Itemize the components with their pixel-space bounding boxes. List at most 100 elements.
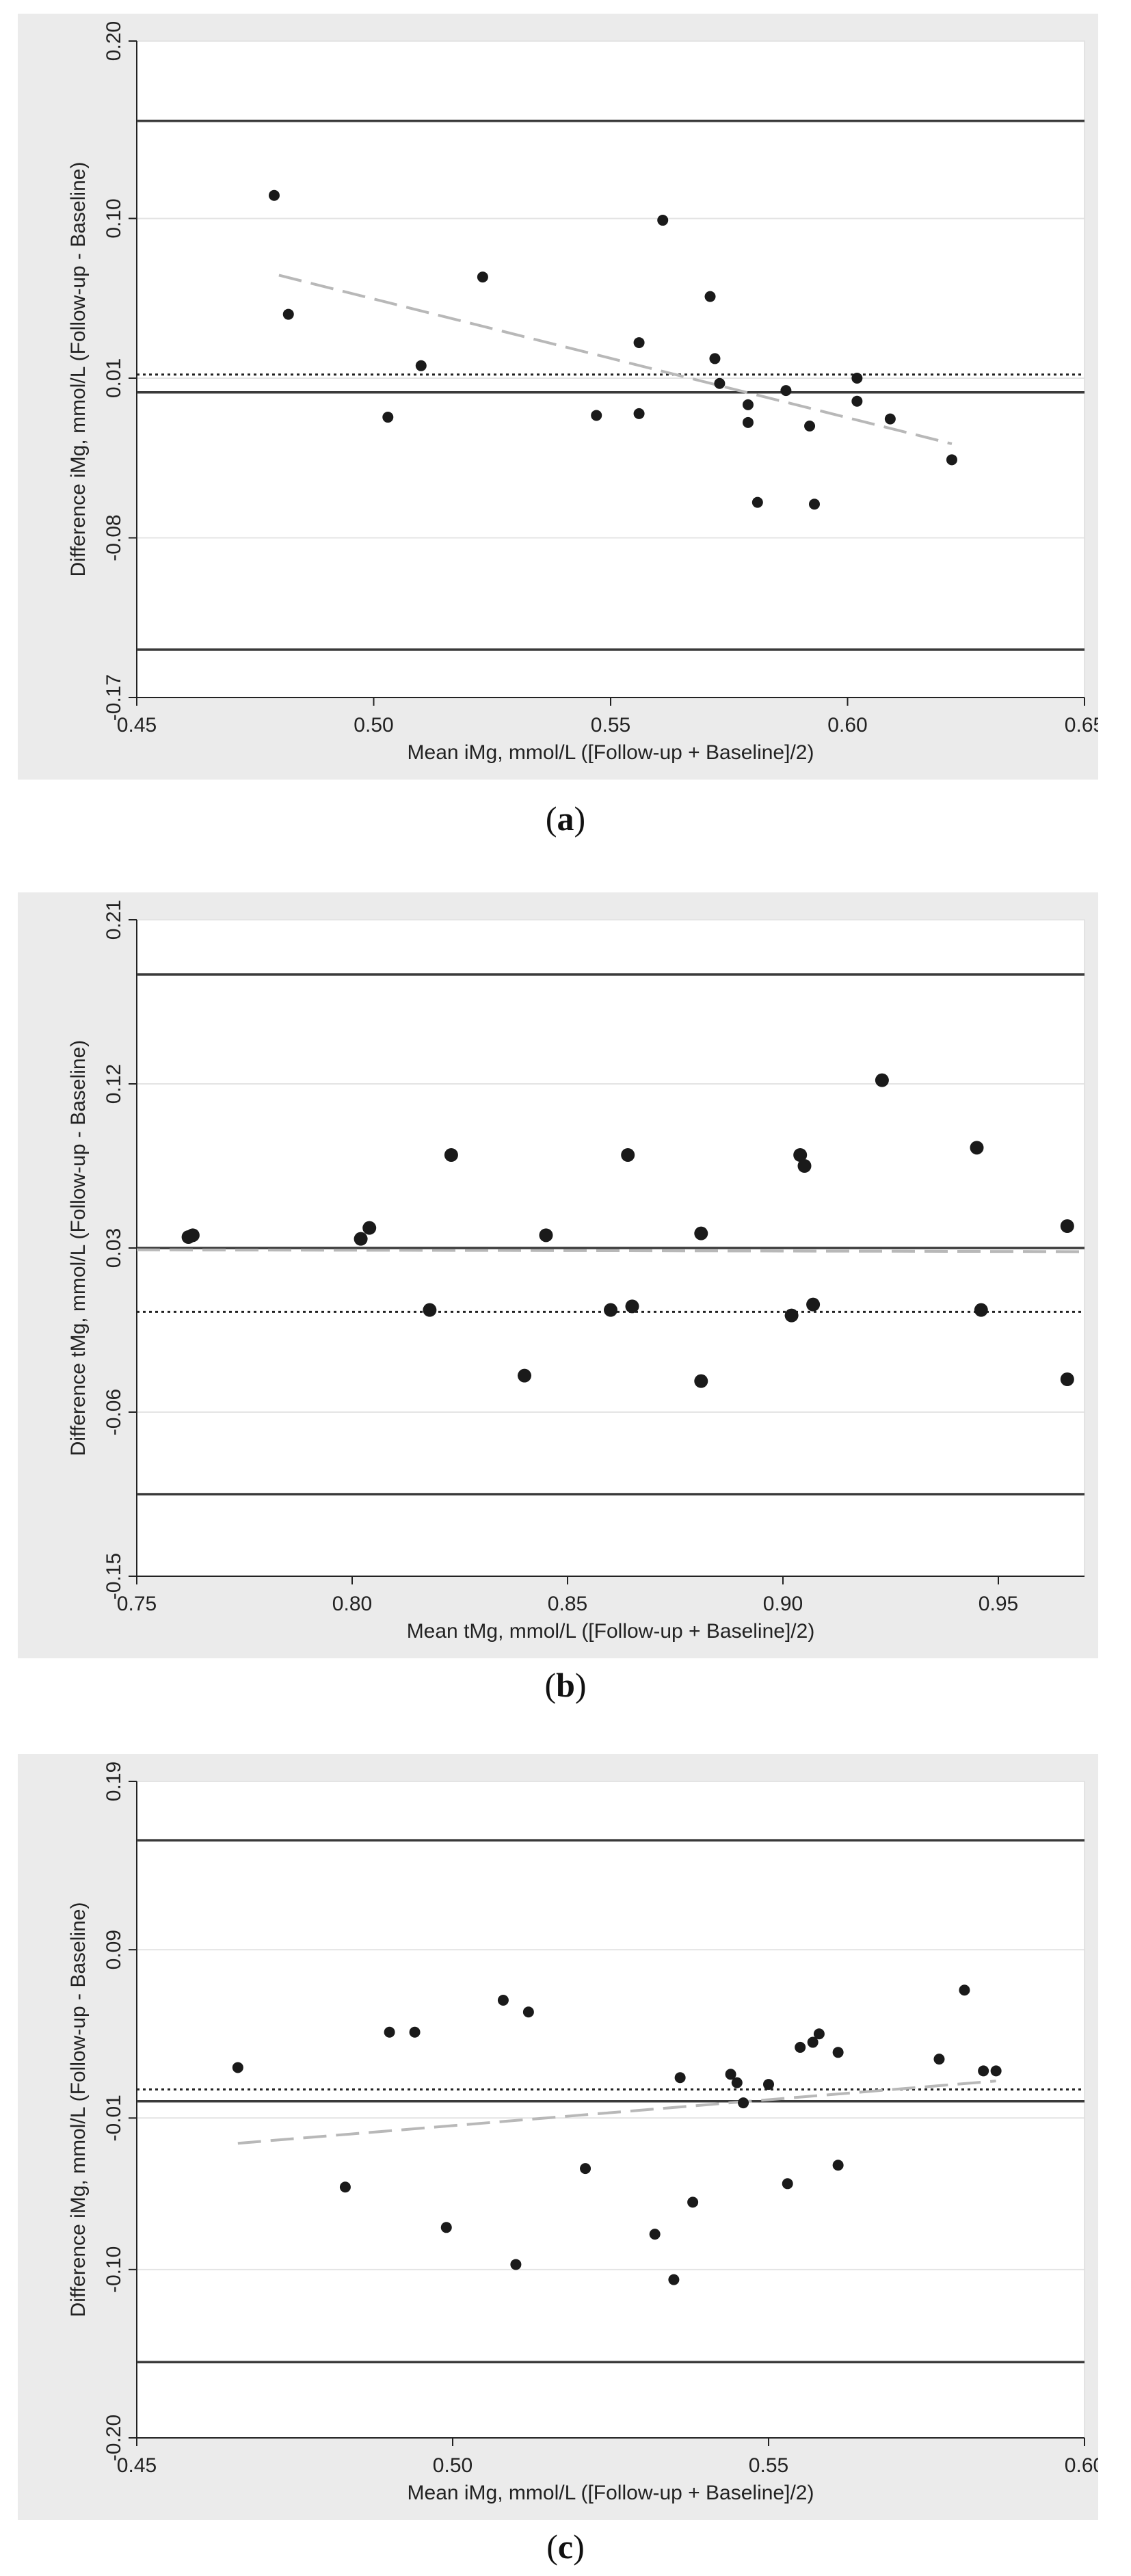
data-point — [738, 2097, 749, 2109]
x-axis-title: Mean iMg, mmol/L ([Follow-up + Baseline]… — [408, 741, 814, 764]
data-point — [959, 1984, 970, 1996]
y-axis-title: Difference iMg, mmol/L (Follow-up - Base… — [67, 162, 90, 577]
x-axis-title: Mean iMg, mmol/L ([Follow-up + Baseline]… — [408, 2482, 814, 2504]
data-point — [625, 1299, 639, 1314]
y-tick-label: -0.10 — [103, 2246, 125, 2293]
x-tick-label: 0.80 — [332, 1593, 372, 1615]
data-point — [282, 308, 294, 320]
regression-line — [237, 2080, 996, 2145]
data-point — [990, 2065, 1002, 2077]
bland-altman-plot-b: -0.15 -0.06 0.03 0.12 0.21 0.75 0.80 0.85 0.90 0.… — [18, 892, 1098, 1658]
x-tick-label: 0.50 — [433, 2454, 473, 2477]
data-point — [409, 2026, 421, 2038]
data-point — [268, 189, 280, 201]
data-point — [633, 337, 645, 349]
x-tick-label: 0.85 — [548, 1593, 587, 1615]
y-tick-label: -0.15 — [103, 1553, 125, 1599]
data-point — [704, 291, 716, 302]
y-tick-label: -0.20 — [103, 2415, 125, 2461]
plot-area — [136, 40, 1085, 698]
y-tick-label: 0.20 — [103, 21, 125, 61]
regression-line — [136, 1248, 1085, 1253]
x-tick-label: 0.95 — [979, 1593, 1018, 1615]
bland-altman-plot-a: -0.17 -0.08 0.01 0.10 0.20 0.45 0.50 0.55 0.60 0.… — [18, 14, 1098, 780]
x-tick-label: 0.55 — [591, 714, 630, 736]
data-point — [649, 2229, 661, 2240]
data-point — [970, 1141, 984, 1155]
data-point — [875, 1073, 889, 1087]
data-point — [974, 1303, 988, 1317]
data-point — [832, 2160, 844, 2171]
y-tick-label: 0.10 — [103, 198, 125, 238]
y-tick-label: -0.06 — [103, 1389, 125, 1435]
data-point — [354, 1232, 368, 1246]
data-point — [813, 2028, 825, 2040]
y-tick-label: -0.17 — [103, 674, 125, 721]
bland-altman-plot-c: -0.20 -0.10 -0.01 0.09 0.19 0.45 0.50 0.55 0.60 M… — [18, 1754, 1098, 2520]
data-point — [851, 372, 863, 384]
regression-line — [278, 274, 953, 445]
data-point — [742, 416, 754, 428]
y-tick-label: -0.01 — [103, 2095, 125, 2141]
data-point — [604, 1303, 617, 1317]
data-point — [946, 454, 957, 466]
data-point — [423, 1303, 437, 1317]
x-tick-label: 0.75 — [117, 1593, 157, 1615]
data-point — [808, 499, 820, 510]
data-point — [694, 1374, 708, 1388]
data-point — [806, 1297, 821, 1312]
chart-svg: -0.17 -0.08 0.01 0.10 0.20 0.45 0.50 0.55 0.60 0.… — [18, 14, 1098, 780]
data-point — [742, 399, 754, 410]
data-point — [674, 2072, 686, 2084]
data-point — [793, 1148, 808, 1162]
data-point — [851, 395, 863, 407]
data-point — [591, 410, 602, 421]
y-tick-label: 0.01 — [103, 358, 125, 398]
data-point — [657, 215, 669, 226]
data-point — [510, 2259, 522, 2270]
data-point — [780, 385, 792, 397]
data-point — [795, 2041, 806, 2053]
data-point — [621, 1148, 635, 1162]
chart-svg: -0.20 -0.10 -0.01 0.09 0.19 0.45 0.50 0.55 0.60 M… — [18, 1754, 1098, 2520]
data-point — [339, 2181, 351, 2193]
x-tick-label: 0.45 — [117, 714, 157, 736]
data-point — [1060, 1372, 1074, 1386]
y-tick-label: -0.08 — [103, 514, 125, 561]
data-point — [933, 2054, 945, 2065]
data-point — [804, 421, 816, 432]
x-tick-label: 0.65 — [1065, 714, 1098, 736]
x-tick-label: 0.60 — [827, 714, 867, 736]
data-point — [884, 413, 896, 425]
x-tick-label: 0.60 — [1065, 2454, 1098, 2477]
data-point — [694, 1226, 708, 1240]
chart-svg: -0.15 -0.06 0.03 0.12 0.21 0.75 0.80 0.85 0.90 0.… — [18, 892, 1098, 1658]
data-point — [382, 412, 394, 423]
data-point — [384, 2026, 395, 2038]
caption-c: (c) — [546, 2527, 585, 2566]
data-point — [782, 2178, 793, 2190]
data-point — [633, 408, 645, 419]
data-point — [444, 1148, 458, 1162]
data-point — [522, 2006, 534, 2018]
data-point — [362, 1221, 377, 1235]
y-axis-title: Difference iMg, mmol/L (Follow-up - Base… — [67, 1902, 90, 2318]
x-tick-label: 0.50 — [354, 714, 393, 736]
data-point — [477, 271, 488, 283]
data-point — [731, 2077, 743, 2088]
x-tick-label: 0.45 — [117, 2454, 157, 2477]
plot-area — [136, 1781, 1085, 2439]
caption-a: (a) — [545, 799, 586, 838]
data-point — [497, 1995, 509, 2006]
data-point — [232, 2062, 243, 2073]
data-point — [1060, 1219, 1074, 1233]
data-point — [687, 2196, 699, 2208]
data-point — [797, 1159, 812, 1173]
data-point — [832, 2047, 844, 2058]
data-point — [978, 2065, 989, 2077]
y-axis-title: Difference tMg, mmol/L (Follow-up - Base… — [67, 1040, 90, 1457]
data-point — [784, 1308, 799, 1323]
y-tick-label: 0.19 — [103, 1762, 125, 1801]
data-point — [185, 1228, 200, 1243]
caption-b: (b) — [544, 1666, 587, 1704]
